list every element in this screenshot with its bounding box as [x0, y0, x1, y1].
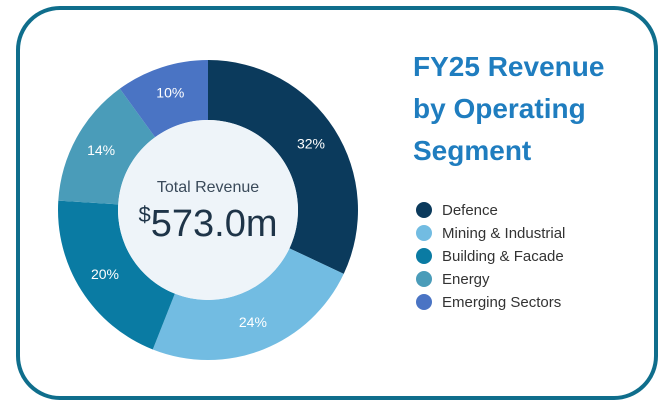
slice-label: 24%	[239, 314, 267, 330]
legend-label: Emerging Sectors	[442, 294, 561, 311]
donut-slice	[119, 60, 208, 138]
legend-swatch	[416, 225, 432, 241]
center-number: 573.0m	[151, 203, 278, 245]
donut-slice	[152, 248, 344, 360]
legend-label: Mining & Industrial	[442, 225, 565, 242]
donut-slice	[58, 88, 156, 205]
legend-swatch	[416, 248, 432, 264]
slice-label: 20%	[91, 266, 119, 282]
legend-label: Defence	[442, 202, 498, 219]
donut-center	[118, 120, 298, 300]
legend-swatch	[416, 202, 432, 218]
legend-label: Energy	[442, 271, 490, 288]
donut-slice	[208, 60, 359, 274]
center-label: Total Revenue	[157, 179, 259, 196]
center-value: $573.0m	[139, 202, 278, 245]
slice-label: 32%	[297, 135, 325, 151]
legend-swatch	[416, 294, 432, 310]
slice-label: 10%	[156, 85, 184, 101]
center-currency: $	[139, 202, 151, 227]
chart-title: FY25 Revenue by Operating Segment	[413, 51, 605, 166]
slice-label: 14%	[87, 142, 115, 158]
legend-swatch	[416, 271, 432, 287]
legend-label: Building & Facade	[442, 248, 564, 265]
donut-slice	[57, 200, 175, 350]
